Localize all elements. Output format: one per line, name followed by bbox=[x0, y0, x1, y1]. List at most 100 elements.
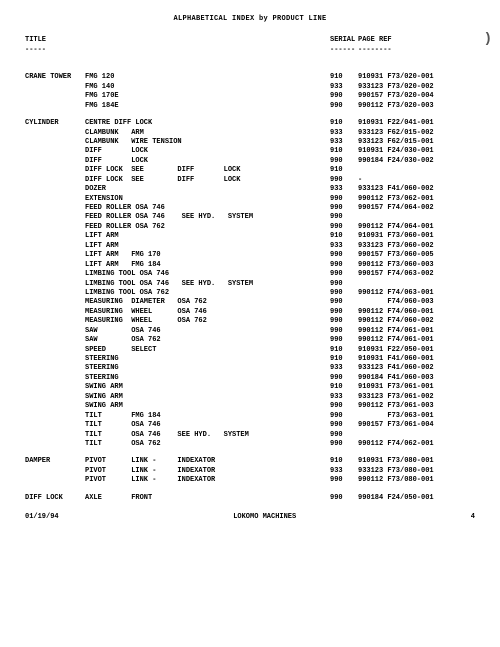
table-row: LIFT ARM910910931 F73/060-001 bbox=[25, 232, 475, 241]
footer-page: 4 bbox=[471, 513, 475, 522]
cell-description: LIFT ARM FMG 184 bbox=[85, 261, 330, 270]
table-row: STEERING933933123 F41/060-002 bbox=[25, 364, 475, 373]
cell-pageref: 990112 F74/062-001 bbox=[358, 440, 475, 449]
cell-pageref: 990112 F74/063-001 bbox=[358, 289, 475, 298]
cell-serial: 990 bbox=[330, 476, 358, 485]
cell-pageref: 990112 F74/061-001 bbox=[358, 327, 475, 336]
cell-serial: 990 bbox=[330, 402, 358, 411]
cell-serial: 933 bbox=[330, 467, 358, 476]
cell-serial: 990 bbox=[330, 317, 358, 326]
table-row: LIFT ARM933933123 F73/060-002 bbox=[25, 242, 475, 251]
cell-description: FMG 170E bbox=[85, 92, 330, 101]
table-row: DIFF LOCKAXLE FRONT990990184 F24/050-001 bbox=[25, 494, 475, 503]
cell-description: SPEED SELECT bbox=[85, 346, 330, 355]
cell-serial: 990 bbox=[330, 336, 358, 345]
cell-title bbox=[25, 298, 85, 307]
cell-description: CENTRE DIFF LOCK bbox=[85, 119, 330, 128]
cell-title bbox=[25, 242, 85, 251]
cell-title bbox=[25, 270, 85, 279]
cell-pageref: 910931 F73/020-001 bbox=[358, 73, 475, 82]
table-row: DIFF LOCK990990184 F24/030-002 bbox=[25, 157, 475, 166]
footer-company: LOKOMO MACHINES bbox=[233, 513, 296, 522]
cell-pageref: 990112 F74/064-001 bbox=[358, 223, 475, 232]
cell-description: LIMBING TOOL OSA 762 bbox=[85, 289, 330, 298]
cell-pageref bbox=[358, 431, 475, 440]
table-row: PIVOT LINK - INDEXATOR933933123 F73/080-… bbox=[25, 467, 475, 476]
cell-serial: 990 bbox=[330, 204, 358, 213]
table-row: FEED ROLLER OSA 746 SEE HYD. SYSTEM990 bbox=[25, 213, 475, 222]
cell-title: DIFF LOCK bbox=[25, 494, 85, 503]
cell-title bbox=[25, 83, 85, 92]
cell-description: STEERING bbox=[85, 355, 330, 364]
cell-serial: 910 bbox=[330, 355, 358, 364]
column-headers: TITLE SERIAL PAGE REF bbox=[25, 36, 475, 45]
table-row: SAW OSA 746990990112 F74/061-001 bbox=[25, 327, 475, 336]
table-row: MEASURING WHEEL OSA 746990990112 F74/060… bbox=[25, 308, 475, 317]
cell-pageref: 990112 F73/080-001 bbox=[358, 476, 475, 485]
cell-title bbox=[25, 147, 85, 156]
cell-description: FEED ROLLER OSA 746 SEE HYD. SYSTEM bbox=[85, 213, 330, 222]
cell-title bbox=[25, 232, 85, 241]
table-row: MEASURING WHEEL OSA 762990990112 F74/060… bbox=[25, 317, 475, 326]
cell-description: DIFF LOCK bbox=[85, 147, 330, 156]
cell-serial: 990 bbox=[330, 494, 358, 503]
cell-description: FEED ROLLER OSA 746 bbox=[85, 204, 330, 213]
cell-serial: 990 bbox=[330, 102, 358, 111]
cell-pageref: 990184 F41/060-003 bbox=[358, 374, 475, 383]
cell-serial: 910 bbox=[330, 346, 358, 355]
cell-serial: 990 bbox=[330, 157, 358, 166]
cell-pageref: 910931 F73/060-001 bbox=[358, 232, 475, 241]
cell-title bbox=[25, 402, 85, 411]
cell-description: FMG 184E bbox=[85, 102, 330, 111]
header-serial: SERIAL bbox=[330, 36, 358, 45]
cell-title bbox=[25, 176, 85, 185]
cell-description: LIMBING TOOL OSA 746 bbox=[85, 270, 330, 279]
table-row: CRANE TOWERFMG 120910910931 F73/020-001 bbox=[25, 73, 475, 82]
cell-serial: 990 bbox=[330, 374, 358, 383]
table-row: SWING ARM910910931 F73/061-001 bbox=[25, 383, 475, 392]
cell-serial: 910 bbox=[330, 383, 358, 392]
cell-description: PIVOT LINK - INDEXATOR bbox=[85, 467, 330, 476]
cell-pageref: 933123 F73/080-001 bbox=[358, 467, 475, 476]
table-row: PIVOT LINK - INDEXATOR990990112 F73/080-… bbox=[25, 476, 475, 485]
cell-serial: 990 bbox=[330, 261, 358, 270]
cell-pageref: 933123 F73/060-002 bbox=[358, 242, 475, 251]
cell-pageref: 990157 F73/020-004 bbox=[358, 92, 475, 101]
cell-title bbox=[25, 157, 85, 166]
table-row: DIFF LOCK910910931 F24/030-001 bbox=[25, 147, 475, 156]
table-row: FEED ROLLER OSA 746990990157 F74/064-002 bbox=[25, 204, 475, 213]
cell-description: DIFF LOCK bbox=[85, 157, 330, 166]
cell-description: LIFT ARM bbox=[85, 232, 330, 241]
cell-title bbox=[25, 308, 85, 317]
footer-date: 01/19/94 bbox=[25, 513, 59, 522]
table-row: TILT OSA 746 SEE HYD. SYSTEM990 bbox=[25, 431, 475, 440]
cell-description: MEASURING DIAMETER OSA 762 bbox=[85, 298, 330, 307]
cell-title bbox=[25, 261, 85, 270]
cell-pageref: - bbox=[358, 176, 475, 185]
table-row: DIFF LOCK SEE DIFF LOCK990- bbox=[25, 176, 475, 185]
cell-pageref: 990112 F74/060-001 bbox=[358, 308, 475, 317]
cell-title bbox=[25, 346, 85, 355]
index-table: CRANE TOWERFMG 120910910931 F73/020-001 F… bbox=[25, 73, 475, 503]
cell-pageref: F74/060-003 bbox=[358, 298, 475, 307]
cell-pageref: 910931 F22/050-001 bbox=[358, 346, 475, 355]
cell-serial: 990 bbox=[330, 431, 358, 440]
cell-serial: 910 bbox=[330, 457, 358, 466]
cell-title bbox=[25, 280, 85, 289]
cell-title bbox=[25, 92, 85, 101]
cell-pageref: 933123 F73/020-002 bbox=[358, 83, 475, 92]
cell-title bbox=[25, 129, 85, 138]
cell-pageref: 910931 F22/041-001 bbox=[358, 119, 475, 128]
cell-pageref: 990112 F73/060-003 bbox=[358, 261, 475, 270]
cell-serial: 910 bbox=[330, 232, 358, 241]
table-row: DAMPERPIVOT LINK - INDEXATOR910910931 F7… bbox=[25, 457, 475, 466]
cell-description: LIFT ARM FMG 170 bbox=[85, 251, 330, 260]
table-row: EXTENSION990990112 F73/062-001 bbox=[25, 195, 475, 204]
cell-description: EXTENSION bbox=[85, 195, 330, 204]
cell-title bbox=[25, 412, 85, 421]
table-row: SWING ARM933933123 F73/061-002 bbox=[25, 393, 475, 402]
cell-pageref: 910931 F24/030-001 bbox=[358, 147, 475, 156]
cell-serial: 933 bbox=[330, 129, 358, 138]
cell-title bbox=[25, 102, 85, 111]
cell-title bbox=[25, 336, 85, 345]
